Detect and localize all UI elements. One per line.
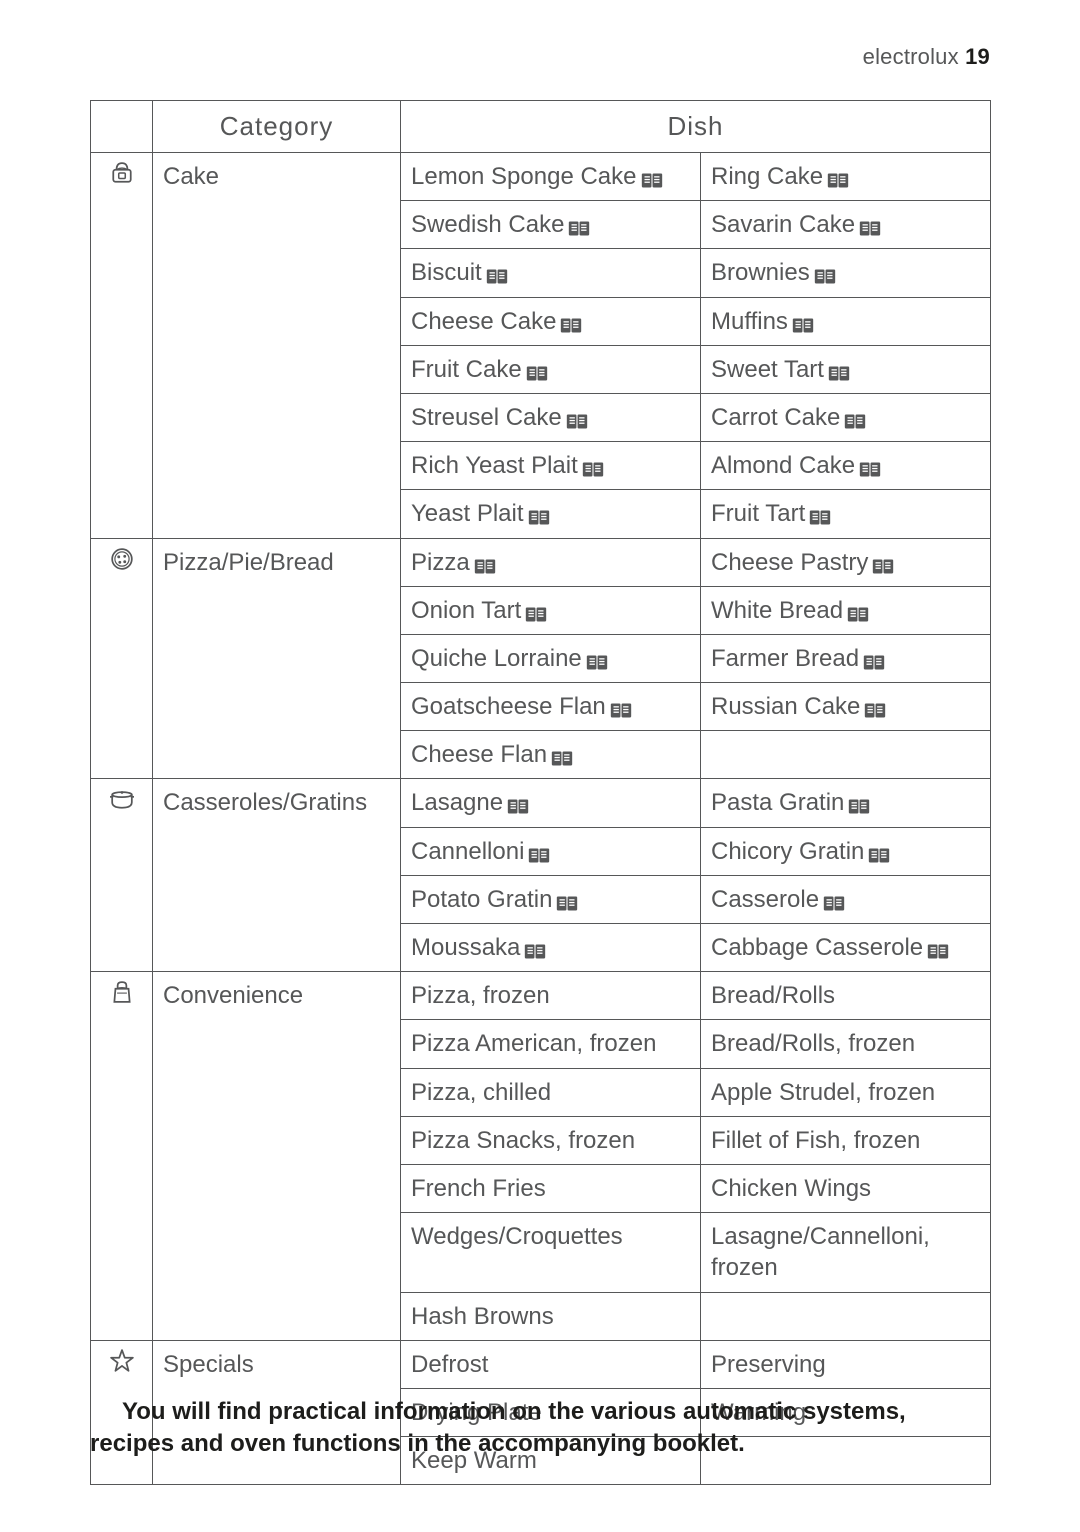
dish-right <box>701 731 991 779</box>
dish-right: Farmer Bread <box>701 634 991 682</box>
header-icon-col <box>91 101 153 153</box>
dish-left: Pizza, chilled <box>401 1068 701 1116</box>
dish-left: Defrost <box>401 1340 701 1388</box>
dish-table: Category Dish CakeLemon Sponge CakeRing … <box>90 100 991 1485</box>
dish-right: Cabbage Casserole <box>701 924 991 972</box>
dish-right: Bread/Rolls <box>701 972 991 1020</box>
dish-right: Apple Strudel, frozen <box>701 1068 991 1116</box>
dish-right: Cheese Pastry <box>701 538 991 586</box>
header-category: Category <box>153 101 401 153</box>
dish-left: Fruit Cake <box>401 345 701 393</box>
dish-right: Bread/Rolls, frozen <box>701 1020 991 1068</box>
dish-left: Swedish Cake <box>401 201 701 249</box>
table-row: SpecialsDefrostPreserving <box>91 1340 991 1388</box>
dish-left: Pizza, frozen <box>401 972 701 1020</box>
dish-right: Pasta Gratin <box>701 779 991 827</box>
dish-left: Hash Browns <box>401 1292 701 1340</box>
brand-label: electrolux <box>863 44 959 69</box>
dish-right: Fruit Tart <box>701 490 991 538</box>
dish-left: Rich Yeast Plait <box>401 442 701 490</box>
dish-right: Fillet of Fish, frozen <box>701 1116 991 1164</box>
dish-left: Pizza Snacks, frozen <box>401 1116 701 1164</box>
category-cell: Convenience <box>153 972 401 1341</box>
dish-left: French Fries <box>401 1164 701 1212</box>
dish-left: Moussaka <box>401 924 701 972</box>
category-cell: Casseroles/Gratins <box>153 779 401 972</box>
dish-left: Streusel Cake <box>401 393 701 441</box>
page-number: 19 <box>965 44 990 69</box>
dish-left: Quiche Lorraine <box>401 634 701 682</box>
dish-right: Russian Cake <box>701 683 991 731</box>
dish-left: Pizza American, frozen <box>401 1020 701 1068</box>
table-row: Casseroles/GratinsLasagnePasta Gratin <box>91 779 991 827</box>
dish-right: Casserole <box>701 875 991 923</box>
weigh-icon <box>91 153 153 539</box>
dish-left: Potato Gratin <box>401 875 701 923</box>
dish-right <box>701 1292 991 1340</box>
dish-right: Brownies <box>701 249 991 297</box>
table-row: ConveniencePizza, frozenBread/Rolls <box>91 972 991 1020</box>
dish-left: Cheese Flan <box>401 731 701 779</box>
dish-left: Pizza <box>401 538 701 586</box>
category-cell: Pizza/Pie/Bread <box>153 538 401 779</box>
dish-right: Preserving <box>701 1340 991 1388</box>
dish-left: Yeast Plait <box>401 490 701 538</box>
table-row: CakeLemon Sponge CakeRing Cake <box>91 153 991 201</box>
dish-left: Biscuit <box>401 249 701 297</box>
table-row: Pizza/Pie/BreadPizzaCheese Pastry <box>91 538 991 586</box>
category-cell: Cake <box>153 153 401 539</box>
dish-right: Almond Cake <box>701 442 991 490</box>
dish-left: Lemon Sponge Cake <box>401 153 701 201</box>
pot-icon <box>91 779 153 972</box>
dish-left: Cheese Cake <box>401 297 701 345</box>
dish-right: Lasagne/Cannelloni, frozen <box>701 1213 991 1292</box>
dish-left: Wedges/Croquettes <box>401 1213 701 1292</box>
dish-table-wrap: Category Dish CakeLemon Sponge CakeRing … <box>90 100 990 1485</box>
dish-left: Onion Tart <box>401 586 701 634</box>
pizza-icon <box>91 538 153 779</box>
dish-right: Ring Cake <box>701 153 991 201</box>
page-header: electrolux 19 <box>863 44 990 70</box>
dish-right: Chicory Gratin <box>701 827 991 875</box>
dish-left: Goatscheese Flan <box>401 683 701 731</box>
dish-right: Carrot Cake <box>701 393 991 441</box>
dish-right: White Bread <box>701 586 991 634</box>
header-dish: Dish <box>401 101 991 153</box>
dish-left: Cannelloni <box>401 827 701 875</box>
footer-note: You will find practical information on t… <box>90 1396 990 1461</box>
dish-right: Muffins <box>701 297 991 345</box>
dish-right: Chicken Wings <box>701 1164 991 1212</box>
dish-left: Lasagne <box>401 779 701 827</box>
dish-right: Savarin Cake <box>701 201 991 249</box>
dish-right: Sweet Tart <box>701 345 991 393</box>
bag-icon <box>91 972 153 1341</box>
